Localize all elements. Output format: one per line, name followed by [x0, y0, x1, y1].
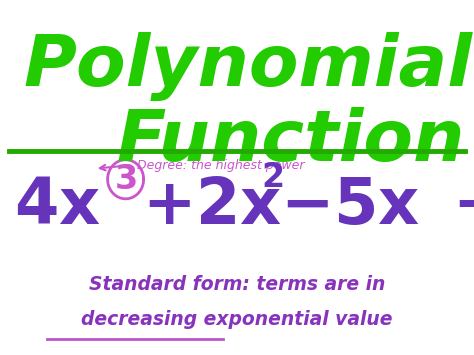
- Text: Function: Function: [116, 106, 465, 175]
- Text: $\mathbf{4x}$: $\mathbf{4x}$: [14, 175, 101, 237]
- Text: $\mathbf{+2x}$: $\mathbf{+2x}$: [142, 175, 283, 237]
- Text: $\mathbf{3}$: $\mathbf{3}$: [114, 163, 137, 196]
- Text: Polynomial: Polynomial: [24, 32, 473, 101]
- Text: $\mathbf{2}$: $\mathbf{2}$: [262, 161, 283, 194]
- Text: $\mathbf{-5x\ +7}$: $\mathbf{-5x\ +7}$: [280, 175, 474, 237]
- Text: Degree: the highest power: Degree: the highest power: [137, 159, 305, 171]
- Text: decreasing exponential value: decreasing exponential value: [81, 310, 393, 329]
- Text: Standard form: terms are in: Standard form: terms are in: [89, 274, 385, 294]
